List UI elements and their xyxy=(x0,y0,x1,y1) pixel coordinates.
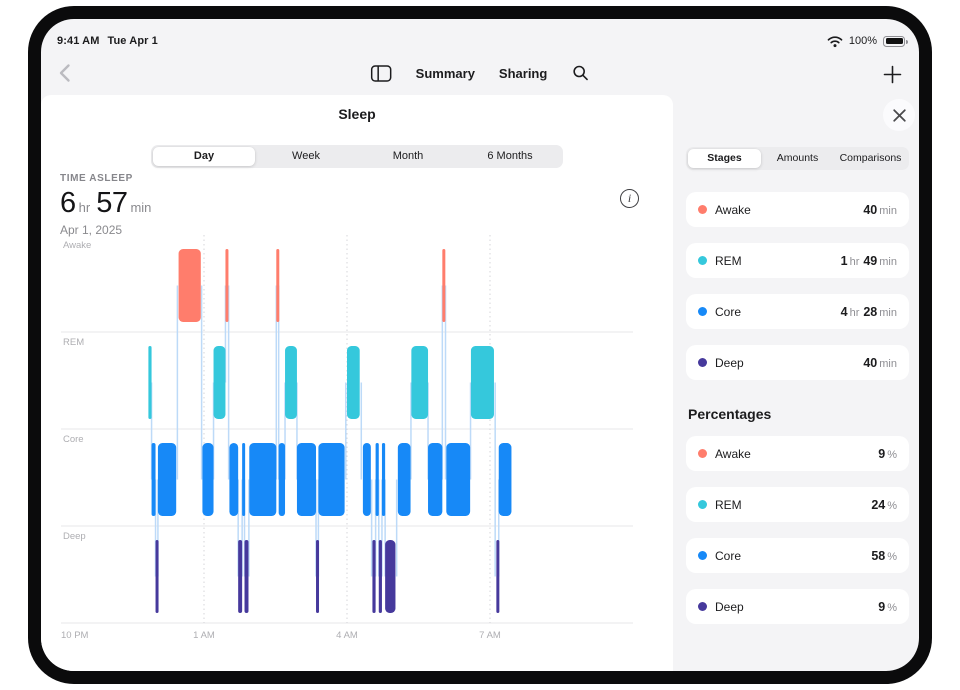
plus-icon xyxy=(883,65,901,83)
ipad-frame: 9:41 AM Tue Apr 1 100% xyxy=(28,6,932,684)
hours-number: 6 xyxy=(60,187,76,219)
stage-color-dot xyxy=(698,256,707,265)
svg-text:4 AM: 4 AM xyxy=(336,630,358,641)
stage-duration-row: Deep 40 min xyxy=(686,345,909,380)
info-icon: i xyxy=(627,191,632,205)
sidebar-icon xyxy=(370,64,392,82)
add-button[interactable] xyxy=(880,62,904,86)
search-button[interactable] xyxy=(571,64,589,82)
stage-color-dot xyxy=(698,551,707,560)
battery-percent: 100% xyxy=(848,35,877,47)
svg-text:10 PM: 10 PM xyxy=(61,630,89,641)
stage-percentage-list: Awake 9% REM 24% Core 58% Deep 9% xyxy=(686,436,909,624)
status-right: 100% xyxy=(827,35,908,48)
panel-tab-amounts[interactable]: Amounts xyxy=(776,152,819,164)
status-time: 9:41 AM xyxy=(57,35,100,47)
nav-sharing[interactable]: Sharing xyxy=(498,65,548,81)
status-date: Tue Apr 1 xyxy=(107,35,158,47)
svg-text:Awake: Awake xyxy=(63,240,91,251)
stage-color-dot xyxy=(698,358,707,367)
back-chevron-icon xyxy=(59,64,70,82)
stage-duration-row: Awake 40 min xyxy=(686,192,909,227)
stage-name: REM xyxy=(715,497,742,512)
stage-value: 9% xyxy=(878,446,897,461)
svg-text:7 AM: 7 AM xyxy=(479,630,501,641)
stage-percentage-row: Core 58% xyxy=(686,538,909,573)
minutes-number: 57 xyxy=(96,187,128,219)
info-button[interactable]: i xyxy=(620,189,639,208)
sheet-title: Sleep xyxy=(338,106,376,122)
time-range-segmented-control: Day Week Month 6 Months xyxy=(151,145,563,168)
stage-value: 58% xyxy=(871,548,897,563)
hours-unit: hr xyxy=(78,200,91,215)
stage-color-dot xyxy=(698,500,707,509)
svg-text:Core: Core xyxy=(63,434,84,445)
metric-label: TIME ASLEEP xyxy=(60,173,133,184)
stage-value: 4 hr 28 min xyxy=(840,304,897,319)
stage-percentage-row: Awake 9% xyxy=(686,436,909,471)
minutes-unit: min xyxy=(130,200,152,215)
stage-name: Core xyxy=(715,548,742,563)
battery-icon xyxy=(883,35,908,47)
range-tab-month[interactable]: Month xyxy=(392,150,424,162)
range-tab-6-months[interactable]: 6 Months xyxy=(487,150,533,162)
stage-name: Awake xyxy=(715,446,751,461)
panel-segmented-control: Stages Amounts Comparisons xyxy=(686,147,909,170)
stage-value: 40 min xyxy=(863,355,897,370)
stage-name: Awake xyxy=(715,202,751,217)
stage-color-dot xyxy=(698,307,707,316)
range-tab-day[interactable]: Day xyxy=(153,147,255,166)
stage-name: Deep xyxy=(715,599,744,614)
stage-name: Deep xyxy=(715,355,744,370)
sleep-sheet: Sleep Day Week Month 6 Months TIME ASLEEP 6… xyxy=(41,95,673,671)
sleep-stages-chart: Awake REM Core Deep 10 PM 1 AM 4 AM 7 AM xyxy=(61,235,633,647)
stage-name: Core xyxy=(715,304,742,319)
stage-percentage-row: REM 24% xyxy=(686,487,909,522)
stage-color-dot xyxy=(698,449,707,458)
stage-name: REM xyxy=(715,253,742,268)
svg-text:REM: REM xyxy=(63,337,84,348)
stage-duration-row: REM 1 hr 49 min xyxy=(686,243,909,278)
nav-bar: Summary Sharing xyxy=(41,51,919,95)
panel-tab-comparisons[interactable]: Comparisons xyxy=(839,152,902,164)
time-asleep-value: 6 hr 57 min xyxy=(60,187,157,220)
search-icon xyxy=(573,65,588,81)
stage-color-dot xyxy=(698,205,707,214)
stage-value: 1 hr 49 min xyxy=(840,253,897,268)
stage-duration-list: Awake 40 min REM 1 hr 49 min Core 4 hr 28 min Deep 40 m… xyxy=(686,192,909,380)
stage-value: 24% xyxy=(871,497,897,512)
stage-value: 40 min xyxy=(863,202,897,217)
wifi-icon xyxy=(827,35,843,48)
time-asleep-metric: TIME ASLEEP 6 hr 57 min Apr 1, 2025 xyxy=(60,173,157,237)
close-icon xyxy=(892,108,906,122)
status-bar: 9:41 AM Tue Apr 1 100% xyxy=(57,33,908,49)
stage-duration-row: Core 4 hr 28 min xyxy=(686,294,909,329)
svg-text:1 AM: 1 AM xyxy=(193,630,215,641)
screen: 9:41 AM Tue Apr 1 100% xyxy=(41,19,919,671)
stage-percentage-row: Deep 9% xyxy=(686,589,909,624)
hypnogram-svg: Awake REM Core Deep 10 PM 1 AM 4 AM 7 AM xyxy=(61,235,633,641)
sidebar-toggle-button[interactable] xyxy=(370,64,392,82)
range-tab-week[interactable]: Week xyxy=(292,150,320,162)
details-panel: Stages Amounts Comparisons Awake 40 min REM 1 h… xyxy=(673,95,919,671)
stage-value: 9% xyxy=(878,599,897,614)
close-button[interactable] xyxy=(883,99,915,131)
status-left: 9:41 AM Tue Apr 1 xyxy=(57,35,158,47)
back-button[interactable] xyxy=(54,60,78,86)
nav-center: Summary Sharing xyxy=(370,51,590,95)
nav-summary[interactable]: Summary xyxy=(415,65,475,81)
svg-text:Deep: Deep xyxy=(63,531,86,542)
panel-tab-stages[interactable]: Stages xyxy=(688,149,761,168)
metric-date: Apr 1, 2025 xyxy=(60,223,123,237)
stage-color-dot xyxy=(698,602,707,611)
percentages-heading: Percentages xyxy=(688,406,772,422)
